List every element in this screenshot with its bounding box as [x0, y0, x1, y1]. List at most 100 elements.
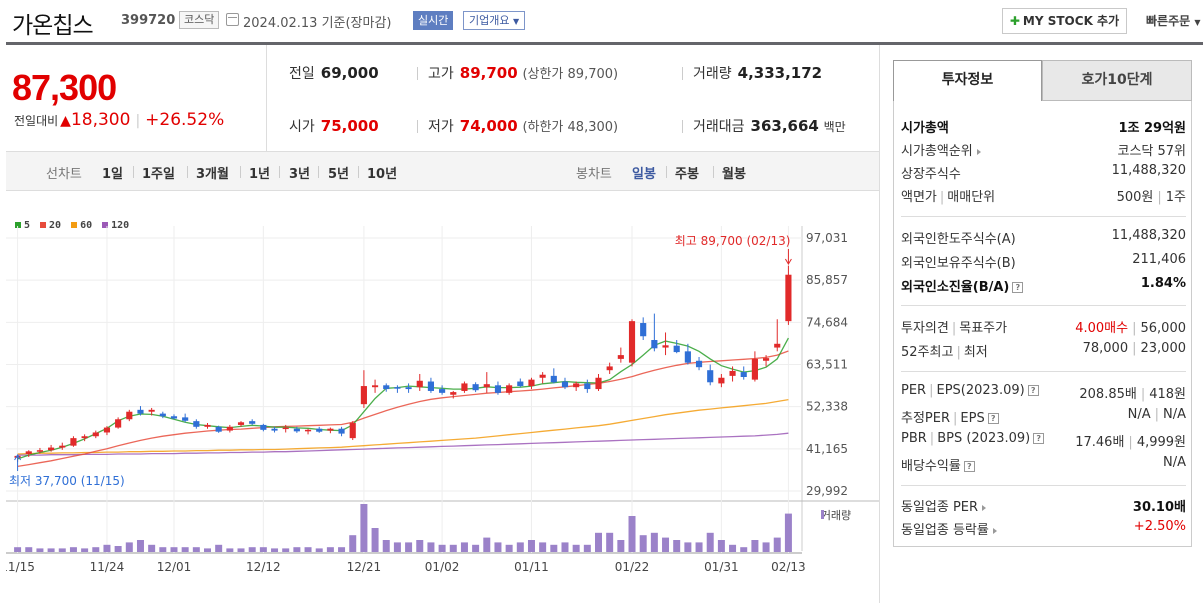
header-divider	[6, 42, 1203, 45]
day-low: 저가 74,000 (하한가 48,300)	[428, 116, 618, 136]
quick-order-button[interactable]: 빠른주문 ▼	[1146, 12, 1201, 29]
legend-ma5: 5	[15, 220, 30, 231]
period-1w[interactable]: 1주일	[142, 167, 175, 182]
candle	[606, 366, 613, 371]
help-icon[interactable]: ?	[1027, 385, 1039, 396]
ma-legend: 5 20 60 120	[15, 220, 139, 231]
calendar-icon	[226, 13, 239, 26]
volume-bar	[639, 535, 647, 552]
info-value: 500원 | 1주	[1116, 190, 1186, 205]
open-price: 시가 75,000	[289, 116, 379, 136]
info-row-market-cap: 시가총액 1조 29억원	[901, 117, 1186, 139]
candle	[483, 384, 490, 388]
volume-bar	[237, 548, 245, 552]
candle	[126, 411, 133, 420]
volume-bar	[606, 532, 614, 552]
y-tick-label: 74,684	[806, 315, 848, 329]
volume-bar	[572, 544, 580, 552]
volume-bar	[483, 537, 491, 552]
prev-close: 전일 69,000	[289, 63, 379, 83]
candle	[640, 323, 647, 337]
info-label: 투자의견 | 목표주가	[901, 321, 1008, 336]
stock-chart[interactable]: 5 20 60 120 11/15 11/24 12/01 12/12 12/21 01/02 0…	[6, 191, 879, 603]
candle	[461, 383, 468, 391]
candle	[25, 451, 32, 454]
candle	[48, 447, 55, 451]
y-tick-label: 97,031	[806, 231, 848, 245]
info-label: 배당수익률?	[901, 455, 975, 474]
arrow-right-icon	[976, 148, 981, 155]
volume-bar	[706, 532, 714, 552]
help-icon[interactable]: ?	[1033, 433, 1045, 444]
volume-bar	[159, 547, 167, 552]
volume: 거래량 4,333,172	[693, 63, 822, 83]
chevron-down-icon: ▼	[512, 17, 520, 26]
volume-bar	[393, 542, 401, 552]
volume-legend-swatch	[821, 510, 824, 519]
ma60-line	[17, 398, 789, 455]
chart-canvas: 11/15 11/24 12/01 12/12 12/21 01/02 01/11 01/22…	[6, 226, 879, 574]
candle-monthly[interactable]: 월봉	[722, 167, 746, 182]
high-label: 고가	[428, 66, 454, 82]
legend-ma120: 120	[102, 220, 129, 231]
high-annotation-arrowhead	[784, 258, 792, 265]
candle	[506, 385, 513, 393]
info-value: 30.10배	[1132, 500, 1186, 515]
x-tick-label: 11/24	[90, 560, 125, 574]
change-separator: |	[135, 113, 141, 129]
candle	[304, 429, 312, 432]
day-high: 고가 89,700 (상한가 89,700)	[428, 63, 618, 83]
period-10y[interactable]: 10년	[367, 167, 398, 182]
candle	[349, 423, 356, 439]
candle-daily[interactable]: 일봉	[632, 167, 656, 182]
volume-bar	[148, 544, 156, 552]
info-row-per: PER | EPS(2023.09)? 208.85배 | 418원	[901, 383, 1186, 405]
high-annotation: 최고 89,700 (02/13)	[675, 234, 791, 248]
candle	[282, 427, 289, 430]
volume-bar	[125, 542, 133, 552]
volume-bar	[282, 548, 290, 552]
period-separator	[713, 166, 714, 178]
low-annotation: 최저 37,700 (11/15)	[9, 474, 125, 488]
candle	[695, 360, 703, 368]
amount-label: 거래대금	[693, 119, 745, 135]
volume-bar	[751, 540, 759, 552]
volume-bar	[226, 548, 234, 552]
info-row-est-per: 추정PER | EPS? N/A | N/A	[901, 407, 1186, 429]
volume-bar	[650, 532, 658, 552]
arrow-right-icon	[992, 527, 997, 534]
tab-orderbook[interactable]: 호가10단계	[1042, 60, 1192, 101]
help-icon[interactable]: ?	[963, 461, 975, 472]
add-mystock-button[interactable]: ✚ MY STOCK 추가	[1002, 8, 1127, 34]
period-3m[interactable]: 3개월	[196, 167, 229, 182]
period-separator	[318, 166, 319, 178]
company-overview-button[interactable]: 기업개요 ▼	[463, 11, 526, 30]
info-row-opinion: 투자의견 | 목표주가 4.00매수 | 56,000	[901, 317, 1186, 339]
help-icon[interactable]: ?	[1012, 282, 1024, 293]
candle	[193, 421, 200, 427]
info-row-sector-per[interactable]: 동일업종 PER 30.10배	[901, 496, 1186, 518]
candle-weekly[interactable]: 주봉	[675, 167, 699, 182]
help-icon[interactable]: ?	[987, 413, 999, 424]
volume-bar	[371, 528, 379, 552]
candle	[762, 358, 770, 361]
candle	[316, 428, 323, 432]
period-5y[interactable]: 5년	[328, 167, 350, 182]
tab-invest-info[interactable]: 투자정보	[893, 60, 1042, 101]
stock-code: 399720	[121, 13, 176, 28]
trade-amount: 거래대금 363,664 백만	[693, 116, 846, 136]
period-1y[interactable]: 1년	[249, 167, 271, 182]
period-1d[interactable]: 1일	[102, 167, 124, 182]
period-separator	[187, 166, 188, 178]
volume-bar	[561, 542, 569, 552]
info-row-sector-change[interactable]: 동일업종 등락률 +2.50%	[901, 519, 1186, 541]
info-value: 1조 29억원	[1118, 121, 1186, 136]
change-value: 18,300	[70, 110, 131, 130]
candle	[36, 450, 44, 452]
period-3y[interactable]: 3년	[289, 167, 311, 182]
candle	[137, 409, 144, 414]
realtime-button[interactable]: 실시간	[413, 11, 454, 30]
x-tick-label: 02/13	[771, 560, 806, 574]
quote-separator	[417, 120, 418, 133]
info-row-cap-rank[interactable]: 시가총액순위 코스닥 57위	[901, 140, 1186, 162]
